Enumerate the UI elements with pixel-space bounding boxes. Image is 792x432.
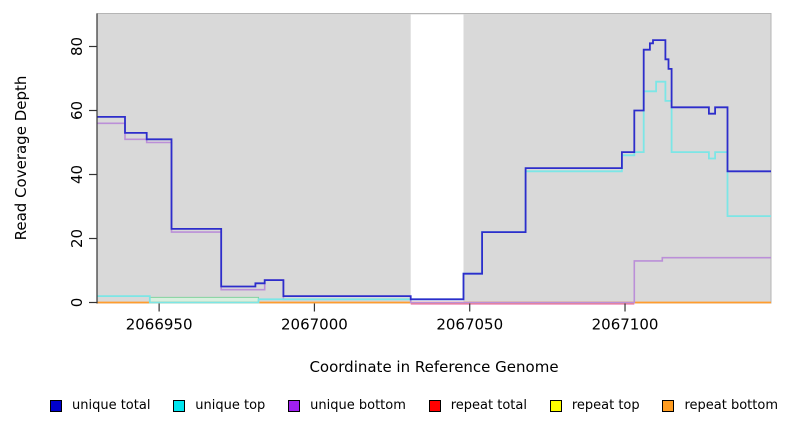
x-axis-title: Coordinate in Reference Genome [309, 358, 558, 376]
legend-item-repeat-bottom: repeat bottom [662, 398, 778, 413]
legend-item-repeat-total: repeat total [428, 398, 527, 413]
legend-label: repeat total [450, 398, 527, 413]
y-tick-label: 0 [68, 298, 86, 308]
legend-item-unique-total: unique total [50, 398, 150, 413]
series-unique-total [97, 39, 771, 301]
legend-swatch [662, 399, 675, 412]
y-tick-label: 60 [68, 101, 86, 120]
no-data-gap-band [410, 14, 464, 304]
legend-swatch [50, 399, 62, 412]
x-tick-label: 2066950 [126, 316, 193, 334]
legend-label: unique top [195, 398, 266, 413]
legend-swatch [428, 399, 441, 412]
x-tick-label: 2067000 [281, 316, 348, 334]
x-tick-label: 2067050 [436, 316, 503, 334]
y-axis-title: Read Coverage Depth [12, 76, 30, 241]
legend-label: unique bottom [310, 398, 406, 413]
legend-label: repeat bottom [684, 398, 778, 413]
legend-item-unique-top: unique top [173, 398, 265, 413]
legend-item-unique-bottom: unique bottom [288, 398, 406, 413]
y-tick-label: 20 [68, 229, 86, 248]
legend-label: repeat top [571, 398, 640, 413]
x-tick-label: 2067100 [592, 316, 659, 334]
y-tick-label: 80 [68, 37, 86, 56]
legend-label: unique total [72, 398, 151, 413]
legend-swatch [173, 399, 186, 412]
legend-item-repeat-top: repeat top [549, 398, 640, 413]
y-tick-label: 40 [68, 165, 86, 184]
legend: unique total unique top unique bottom repea… [0, 398, 792, 413]
legend-swatch [288, 399, 301, 412]
legend-swatch [549, 399, 562, 412]
